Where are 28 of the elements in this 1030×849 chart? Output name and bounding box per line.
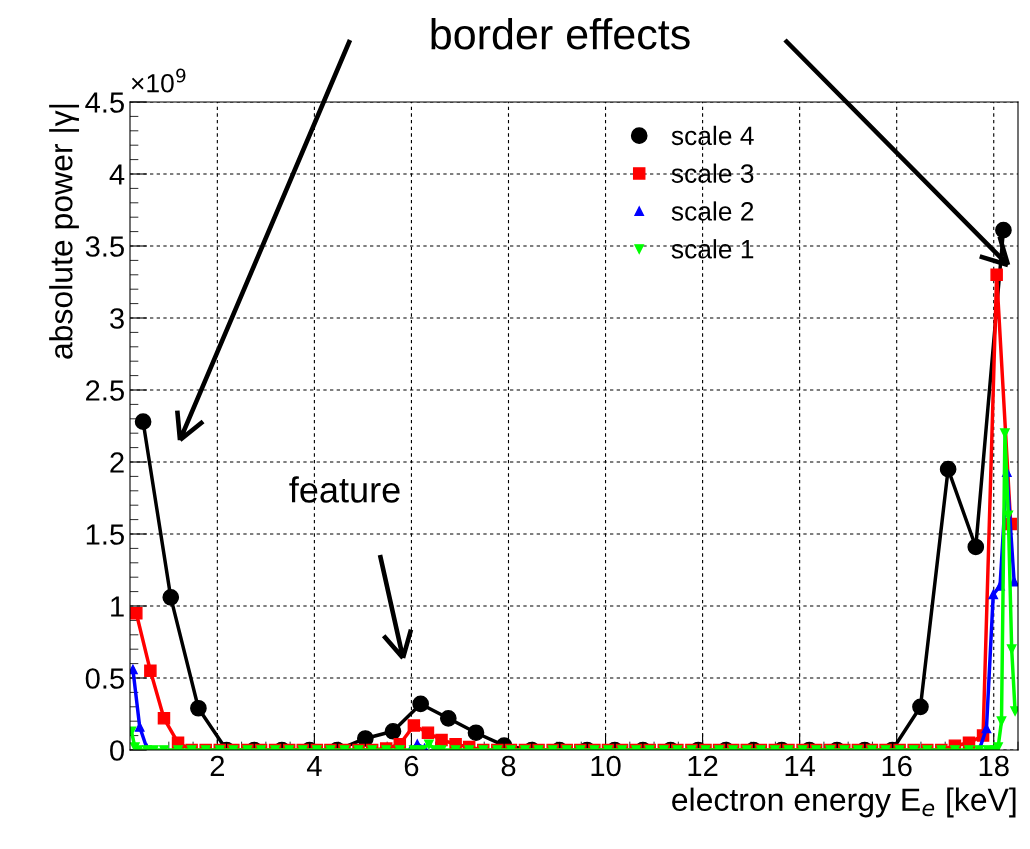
- x-tick-label: 12: [688, 755, 718, 776]
- x-axis-title: electron energy E$_{e}$ [keV]: [672, 787, 1016, 818]
- x-tick-label: 18: [979, 755, 1009, 777]
- y-tick-label: 1.5: [86, 524, 124, 545]
- y-tick-label: 2: [110, 452, 124, 473]
- text: ×10$^{9}$: [131, 68, 186, 93]
- y-tick-label: 2.5: [86, 380, 124, 401]
- legend-label: scale 4: [671, 125, 754, 146]
- y-tick-label: 4.5: [85, 92, 124, 113]
- legend-label: scale 2: [671, 201, 754, 221]
- x-tick-label: 14: [785, 755, 816, 776]
- legend-label: scale 1: [671, 239, 754, 259]
- y-tick-label: 1: [111, 596, 124, 617]
- y-tick-label: 3: [110, 308, 124, 329]
- x-tick-label: 6: [404, 755, 419, 777]
- x-tick-label: 2: [210, 755, 224, 776]
- x-tick-label: 4: [306, 755, 322, 776]
- y-axis-title: absolute power |γ|: [49, 104, 80, 359]
- y-tick-label: 0.5: [85, 668, 124, 689]
- legend-label: scale 3: [671, 163, 754, 183]
- x-tick-label: 16: [882, 755, 912, 777]
- x-tick-label: 10: [591, 755, 621, 777]
- annotation: feature: [289, 476, 400, 503]
- x-tick-label: 8: [501, 755, 516, 777]
- text: border effects: [431, 17, 690, 50]
- y-tick-label: 4: [109, 164, 125, 185]
- y-tick-label: 0: [110, 740, 124, 761]
- y-tick-label: 3.5: [85, 236, 124, 257]
